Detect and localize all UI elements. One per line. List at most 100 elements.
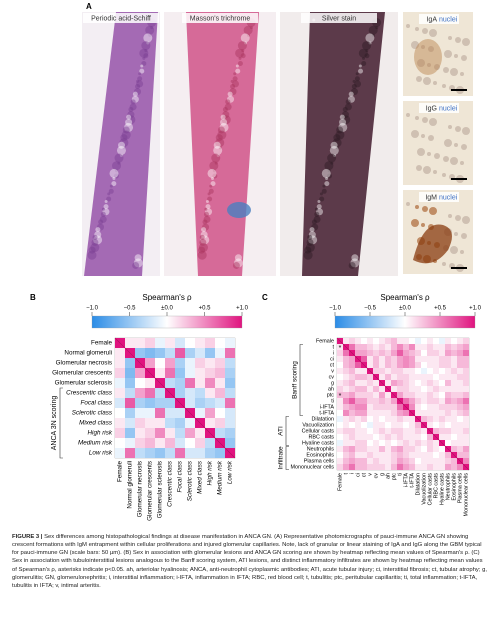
heatmap-cell [165,438,175,448]
heatmap-cell [373,380,379,386]
row-label: Female [91,340,112,347]
heatmap-cell [445,458,451,464]
heatmap-cell [337,452,343,458]
tissue-texture [146,41,150,45]
heatmap-cell [463,368,469,374]
heatmap-cell [397,392,403,398]
tissue-texture [118,141,126,149]
ihc-texture [433,170,437,174]
panel-label: A [86,2,92,11]
heatmap-cell [343,440,349,446]
column-label: Plasma cells [457,473,463,504]
row-label: Plasma cells [304,458,335,464]
tissue-texture [200,231,208,239]
tissue-texture [209,184,213,188]
tissue-texture [116,145,126,155]
tissue-texture [237,60,243,66]
tissue-texture [135,83,141,89]
heatmap-cell [439,458,445,464]
heatmap-cell [175,388,185,398]
tissue-texture [354,80,362,88]
heatmap-cell [379,362,385,368]
tissue-texture [211,153,221,163]
heatmap-cell [409,428,415,434]
heatmap-cell [343,368,349,374]
heatmap-cell [457,344,463,350]
heatmap-cell [439,422,445,428]
heatmap-cell [367,446,373,452]
heatmap-cell [439,410,445,416]
tissue-texture [138,72,142,76]
heatmap-cell [391,362,397,368]
heatmap-cell [195,388,205,398]
tissue-texture [233,258,243,268]
tissue-texture [100,211,106,217]
heatmap-cell [457,446,463,452]
heatmap-cell [175,378,185,388]
heatmap-cell [433,344,439,350]
heatmap-cell [155,418,165,428]
ihc-texture [461,55,467,61]
heatmap-cell [215,388,225,398]
ihc-texture [428,135,434,141]
tissue-texture [114,169,118,173]
tissue-texture [341,111,349,119]
heatmap-cell [349,440,355,446]
row-label: Mixed class [79,420,113,427]
tissue-texture [113,173,119,179]
heatmap-cell [427,350,433,356]
heatmap-cell [361,398,367,404]
tissue-texture [335,130,345,140]
heatmap-cell [391,368,397,374]
heatmap-cell [337,380,343,386]
heatmap-cell [337,368,343,374]
heatmap-cell [421,392,427,398]
tissue-texture [224,103,232,111]
tissue-texture [319,196,325,202]
tissue-texture [364,53,370,59]
heatmap-cell [349,416,355,422]
heatmap-cell [427,368,433,374]
heatmap-cell [361,422,367,428]
column-label: Hyaline casts [439,473,445,505]
heatmap-cell [343,362,349,368]
heatmap-cell [361,452,367,458]
heatmap-cell [361,368,367,374]
tissue-texture [365,33,375,43]
heatmap-cell [175,448,185,458]
heatmap-cell [125,368,135,378]
heatmap-cell [165,408,175,418]
heatmap-cell [115,408,125,418]
tissue-section [84,12,158,276]
heatmap-cell [463,446,469,452]
heatmap-cell [135,428,145,438]
heatmap-cell [397,362,403,368]
ihc-stain-label: IgA [426,16,437,23]
heatmap-cell [409,392,415,398]
heatmap-cell [451,446,457,452]
tissue-texture [222,111,230,119]
heatmap-cell [391,410,397,416]
heatmap-cell [451,368,457,374]
ihc-texture [450,157,458,165]
row-label: ct [330,362,335,368]
ihc-texture [442,262,446,266]
heatmap-cell [415,386,421,392]
tissue-texture [216,154,220,158]
heatmap-cell [349,428,355,434]
heatmap-cell [463,434,469,440]
heatmap-cell [427,404,433,410]
heatmap-cell [125,408,135,418]
heatmap-cell [373,362,379,368]
tissue-texture [220,118,228,126]
heatmap-cell [373,344,379,350]
heatmap-cell [125,378,135,388]
ihc-texture [427,152,431,156]
heatmap-cell [361,464,367,470]
tissue-texture [97,223,105,231]
heatmap-cell [421,410,427,416]
heatmap-cell [439,428,445,434]
heatmap-cell [135,348,145,358]
colorbar-tick-label: −0.5 [364,306,377,312]
ihc-counterstain-label: nuclei [439,194,458,201]
